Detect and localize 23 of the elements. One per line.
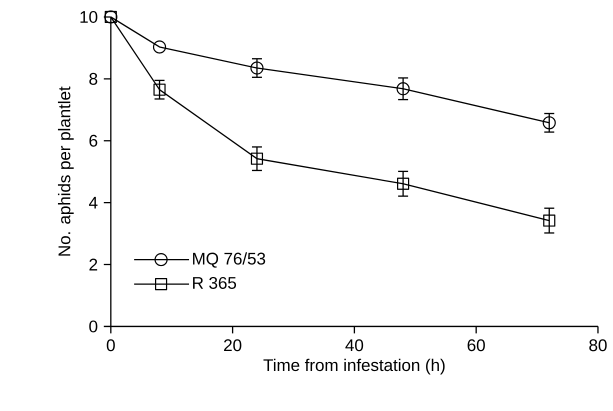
y-tick-label: 2 [89,258,98,270]
point [543,214,556,227]
x-tick-label: 20 [224,339,242,352]
x-tick-label: 0 [106,339,115,352]
point [153,83,166,96]
y-tick-label: 6 [89,134,98,147]
point [250,152,264,165]
y-tick-label: 10 [80,10,98,23]
point [397,178,410,190]
y-tick-label: 8 [89,72,98,85]
point [250,61,264,74]
legend-label: MQ 76/53 [193,252,266,268]
x-tick-label: 60 [468,339,485,352]
point [152,40,166,54]
point [396,82,410,96]
y-tick-label: 0 [89,320,98,332]
x-tick-label: 80 [589,339,607,352]
point [542,116,556,130]
x-tick-label: 40 [345,339,364,352]
y-axis-title: No. aphids per plantlet [58,86,74,256]
y-tick-label: 4 [88,196,98,208]
x-axis-title: Time from infestation (h) [263,358,445,374]
legend-label: R 365 [193,276,236,289]
